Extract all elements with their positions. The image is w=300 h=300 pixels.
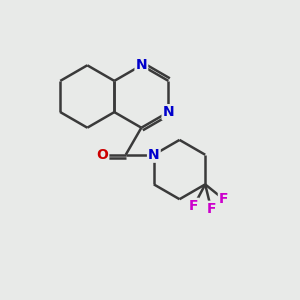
Text: N: N (163, 105, 174, 119)
Text: F: F (206, 202, 216, 216)
Text: F: F (219, 192, 228, 206)
Text: N: N (136, 58, 147, 72)
Text: F: F (189, 199, 199, 213)
Text: N: N (148, 148, 160, 162)
Text: O: O (96, 148, 108, 162)
